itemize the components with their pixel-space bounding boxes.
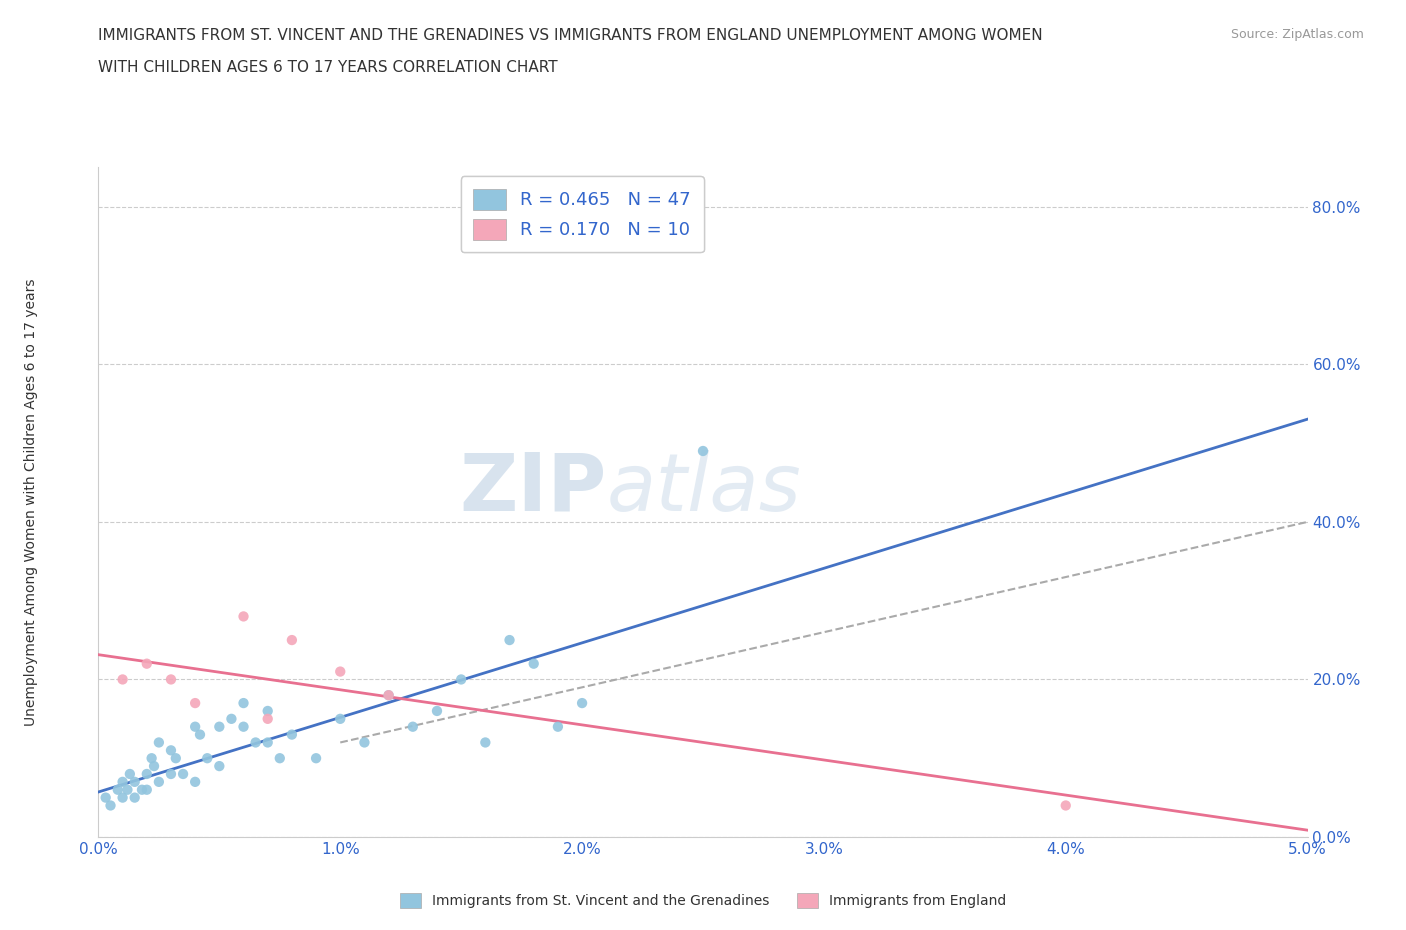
Point: [208, 719, 231, 734]
Point: [221, 711, 243, 726]
Point: [426, 703, 449, 718]
Text: Source: ZipAtlas.com: Source: ZipAtlas.com: [1230, 28, 1364, 41]
Point: [160, 766, 183, 781]
Point: [135, 657, 157, 671]
Text: Unemployment Among Women with Children Ages 6 to 17 years: Unemployment Among Women with Children A…: [24, 278, 38, 726]
Point: [281, 632, 304, 647]
Point: [232, 719, 254, 734]
Point: [1054, 798, 1077, 813]
Point: [269, 751, 291, 765]
Point: [160, 672, 183, 687]
Point: [329, 664, 352, 679]
Point: [523, 657, 546, 671]
Point: [148, 775, 170, 790]
Point: [232, 609, 254, 624]
Point: [117, 782, 139, 797]
Point: [111, 790, 134, 805]
Point: [188, 727, 211, 742]
Point: [111, 775, 134, 790]
Point: [256, 735, 278, 750]
Point: [281, 727, 304, 742]
Point: [377, 688, 399, 703]
Point: [184, 719, 207, 734]
Point: [131, 782, 153, 797]
Point: [107, 782, 129, 797]
Point: [141, 751, 163, 765]
Point: [111, 672, 134, 687]
Point: [245, 735, 267, 750]
Legend: R = 0.465   N = 47, R = 0.170   N = 10: R = 0.465 N = 47, R = 0.170 N = 10: [461, 177, 703, 252]
Point: [402, 719, 425, 734]
Point: [377, 688, 399, 703]
Point: [100, 798, 122, 813]
Point: [184, 775, 207, 790]
Point: [571, 696, 593, 711]
Text: WITH CHILDREN AGES 6 TO 17 YEARS CORRELATION CHART: WITH CHILDREN AGES 6 TO 17 YEARS CORRELA…: [98, 60, 558, 75]
Legend: Immigrants from St. Vincent and the Grenadines, Immigrants from England: Immigrants from St. Vincent and the Gren…: [394, 888, 1012, 914]
Text: ZIP: ZIP: [458, 450, 606, 528]
Point: [143, 759, 166, 774]
Point: [474, 735, 496, 750]
Point: [353, 735, 375, 750]
Point: [172, 766, 194, 781]
Point: [184, 696, 207, 711]
Point: [124, 775, 146, 790]
Point: [160, 743, 183, 758]
Point: [256, 711, 278, 726]
Point: [498, 632, 520, 647]
Point: [305, 751, 328, 765]
Text: atlas: atlas: [606, 450, 801, 528]
Point: [165, 751, 187, 765]
Point: [118, 766, 141, 781]
Point: [329, 711, 352, 726]
Point: [148, 735, 170, 750]
Point: [195, 751, 218, 765]
Text: IMMIGRANTS FROM ST. VINCENT AND THE GRENADINES VS IMMIGRANTS FROM ENGLAND UNEMPL: IMMIGRANTS FROM ST. VINCENT AND THE GREN…: [98, 28, 1043, 43]
Point: [135, 766, 157, 781]
Point: [208, 759, 231, 774]
Point: [94, 790, 117, 805]
Point: [547, 719, 569, 734]
Point: [450, 672, 472, 687]
Point: [135, 782, 157, 797]
Point: [232, 696, 254, 711]
Point: [692, 444, 714, 458]
Point: [256, 703, 278, 718]
Point: [124, 790, 146, 805]
